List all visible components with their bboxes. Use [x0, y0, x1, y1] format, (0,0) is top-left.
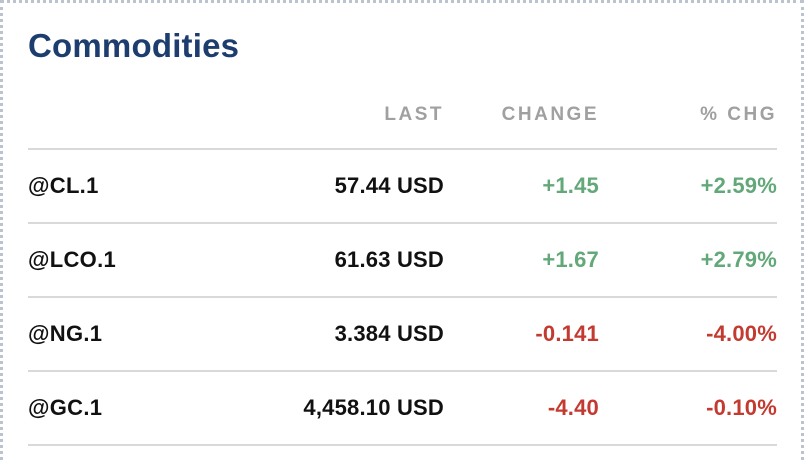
change-value: +1.67 [542, 247, 599, 272]
symbol-link[interactable]: @CL.1 [28, 173, 99, 198]
symbol-link[interactable]: @LCO.1 [28, 247, 117, 272]
last-value: 4,458.10 USD [303, 395, 444, 420]
pct-chg-value: +2.79% [700, 247, 777, 272]
change-value: +1.45 [542, 173, 599, 198]
table-header-row: LAST CHANGE % CHG [28, 66, 777, 150]
symbol-link[interactable]: @GC.1 [28, 395, 103, 420]
card-title: Commodities [28, 27, 240, 64]
header-change: CHANGE [501, 104, 599, 125]
table-row: @NG.1 3.384 USD -0.141 -4.00% [28, 298, 777, 372]
pct-chg-value: -0.10% [706, 395, 777, 420]
change-value: -0.141 [535, 321, 599, 346]
last-value: 57.44 USD [334, 173, 444, 198]
pct-chg-value: -4.00% [706, 321, 777, 346]
quotes-table: LAST CHANGE % CHG @CL.1 57.44 USD +1.45 … [28, 66, 777, 446]
pct-chg-value: +2.59% [700, 173, 777, 198]
last-value: 61.63 USD [334, 247, 444, 272]
table-row: @GC.1 4,458.10 USD -4.40 -0.10% [28, 372, 777, 446]
table-row: @CL.1 57.44 USD +1.45 +2.59% [28, 150, 777, 224]
last-value: 3.384 USD [334, 321, 444, 346]
change-value: -4.40 [547, 395, 599, 420]
header-pct-chg: % CHG [700, 104, 777, 125]
symbol-link[interactable]: @NG.1 [28, 321, 103, 346]
table-row: @LCO.1 61.63 USD +1.67 +2.79% [28, 224, 777, 298]
header-last: LAST [384, 104, 444, 125]
